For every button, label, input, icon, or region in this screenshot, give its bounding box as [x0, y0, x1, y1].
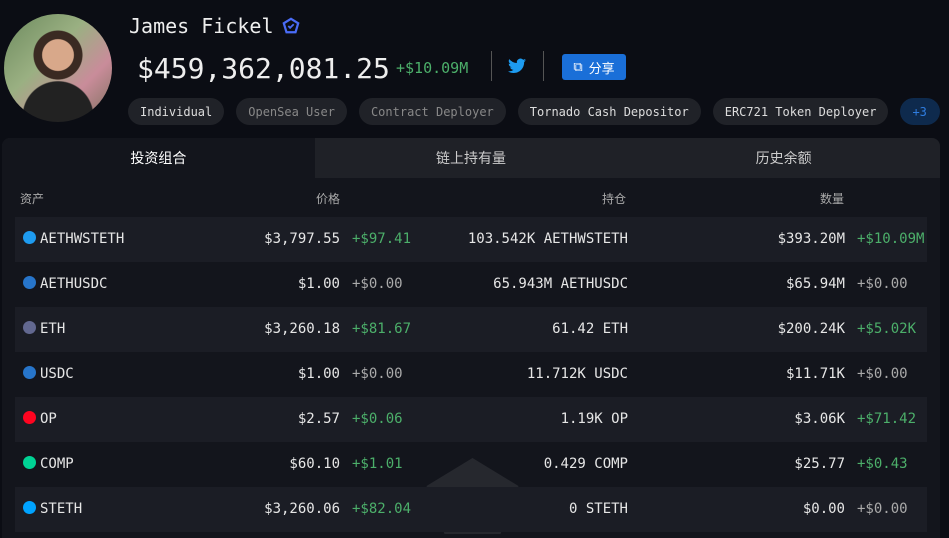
table-header: 资产 价格 持仓 数量 [2, 178, 940, 217]
external-link-icon: ⧉ [573, 59, 583, 75]
tab-history-balance[interactable]: 历史余额 [755, 151, 812, 167]
col-value[interactable]: 数量 [820, 192, 845, 206]
holding: 103.542K AETHWSTETH [467, 231, 628, 247]
asset-name[interactable]: STETH [40, 501, 83, 517]
value: $11.71K [785, 366, 845, 382]
tab-onchain-holdings[interactable]: 链上持有量 [436, 151, 506, 167]
table-row[interactable]: AETHUSDC $1.00 +$0.00 65.943M AETHUSDC $… [15, 262, 927, 307]
verified-icon [281, 17, 300, 34]
tag-list: Individual OpenSea User Contract Deploye… [128, 98, 941, 125]
price: $60.10 [289, 456, 340, 472]
col-asset[interactable]: 资产 [20, 192, 45, 206]
price: $3,260.18 [264, 321, 340, 337]
wsteth-icon [23, 231, 36, 244]
value-change: +$0.00 [857, 276, 908, 292]
tab-bar: 投资组合 链上持有量 历史余额 [2, 138, 940, 178]
total-balance: $459,362,081.25 [137, 52, 390, 85]
table-row[interactable]: OP $2.57 +$0.06 1.19K OP $3.06K +$71.42 [15, 397, 927, 442]
value: $3.06K [794, 411, 845, 427]
asset-name[interactable]: COMP [40, 456, 74, 472]
op-icon [23, 411, 36, 424]
holding: 61.42 ETH [552, 321, 628, 337]
asset-name[interactable]: AETHUSDC [40, 276, 108, 292]
tab-portfolio[interactable]: 投资组合 [2, 138, 315, 178]
value-change: +$0.00 [857, 366, 908, 382]
asset-name[interactable]: AETHWSTETH [40, 231, 125, 247]
holding: 0.429 COMP [543, 456, 628, 472]
twitter-icon[interactable] [508, 58, 526, 74]
price: $2.57 [297, 411, 340, 427]
value: $65.94M [785, 276, 845, 292]
price-change: +$0.00 [352, 366, 403, 382]
value-change: +$71.42 [857, 411, 917, 427]
table-row[interactable]: COMP $60.10 +$1.01 0.429 COMP $25.77 +$0… [15, 442, 927, 487]
tag[interactable]: Individual [128, 98, 225, 125]
more-tags-button[interactable]: +3 [900, 98, 941, 125]
avatar [4, 14, 112, 122]
usdc-icon [23, 366, 36, 379]
price: $1.00 [297, 366, 340, 382]
value: $25.77 [794, 456, 845, 472]
table-row[interactable]: AETHWSTETH $3,797.55 +$97.41 103.542K AE… [15, 217, 927, 262]
value: $200.24K [777, 321, 845, 337]
holding: 65.943M AETHUSDC [493, 276, 628, 292]
eth-icon [23, 321, 36, 334]
value-change: +$0.43 [857, 456, 908, 472]
holding: 0 STETH [568, 501, 628, 517]
value: $0.00 [802, 501, 845, 517]
price-change: +$97.41 [352, 231, 412, 247]
share-label: 分享 [588, 61, 615, 77]
portfolio-panel: 投资组合 链上持有量 历史余额 资产 价格 持仓 数量 AETHWSTETH $… [2, 138, 940, 538]
profile-name: James Fickel [129, 14, 300, 38]
table-row[interactable]: ETH $3,260.18 +$81.67 61.42 ETH $200.24K… [15, 307, 927, 352]
value: $393.20M [777, 231, 845, 247]
divider [543, 51, 544, 81]
tag[interactable]: Tornado Cash Depositor [517, 98, 701, 125]
price-change: +$81.67 [352, 321, 412, 337]
comp-icon [23, 456, 36, 469]
price: $3,260.06 [264, 501, 340, 517]
price: $1.00 [297, 276, 340, 292]
col-holding[interactable]: 持仓 [602, 192, 627, 206]
col-price[interactable]: 价格 [316, 192, 341, 206]
holding: 11.712K USDC [526, 366, 628, 382]
value-change: +$5.02K [857, 321, 917, 337]
asset-name[interactable]: OP [40, 411, 57, 427]
price-change: +$82.04 [352, 501, 412, 517]
price: $3,797.55 [264, 231, 340, 247]
price-change: +$0.06 [352, 411, 403, 427]
share-button[interactable]: ⧉ 分享 [562, 54, 626, 80]
holding: 1.19K OP [560, 411, 628, 427]
tag[interactable]: OpenSea User [236, 98, 347, 125]
table-row[interactable]: USDC $1.00 +$0.00 11.712K USDC $11.71K +… [15, 352, 927, 397]
divider [491, 51, 492, 81]
usdc-icon [23, 276, 36, 289]
profile-name-text: James Fickel [129, 14, 274, 38]
value-change: +$0.00 [857, 501, 908, 517]
tag[interactable]: ERC721 Token Deployer [712, 98, 889, 125]
asset-name[interactable]: ETH [40, 321, 66, 337]
price-change: +$1.01 [352, 456, 403, 472]
table-row[interactable]: STETH $3,260.06 +$82.04 0 STETH $0.00 +$… [15, 487, 927, 532]
value-change: +$10.09M [857, 231, 925, 247]
tag[interactable]: Contract Deployer [358, 98, 506, 125]
steth-icon [23, 501, 36, 514]
price-change: +$0.00 [352, 276, 403, 292]
balance-change: +$10.09M [396, 59, 469, 77]
asset-name[interactable]: USDC [40, 366, 74, 382]
